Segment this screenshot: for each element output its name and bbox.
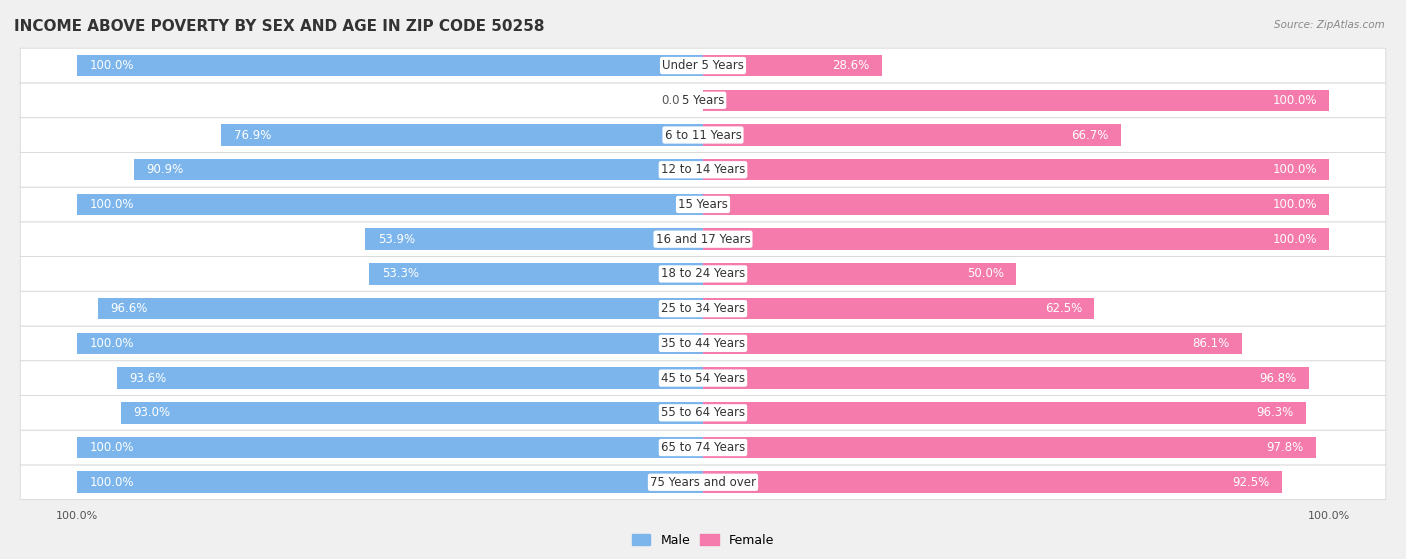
Text: 93.6%: 93.6% xyxy=(129,372,166,385)
Text: 45 to 54 Years: 45 to 54 Years xyxy=(661,372,745,385)
FancyBboxPatch shape xyxy=(20,187,1386,222)
Bar xyxy=(703,298,1094,319)
FancyBboxPatch shape xyxy=(20,326,1386,361)
Text: 96.8%: 96.8% xyxy=(1260,372,1296,385)
Bar xyxy=(117,367,703,389)
Text: 90.9%: 90.9% xyxy=(146,163,183,176)
Bar xyxy=(703,229,1329,250)
Bar xyxy=(77,194,703,215)
FancyBboxPatch shape xyxy=(20,222,1386,257)
Text: Under 5 Years: Under 5 Years xyxy=(662,59,744,72)
Bar xyxy=(703,263,1017,285)
Text: 53.3%: 53.3% xyxy=(381,267,419,281)
FancyBboxPatch shape xyxy=(20,48,1386,83)
Text: 35 to 44 Years: 35 to 44 Years xyxy=(661,337,745,350)
FancyBboxPatch shape xyxy=(20,361,1386,395)
FancyBboxPatch shape xyxy=(20,83,1386,117)
Text: 16 and 17 Years: 16 and 17 Years xyxy=(655,233,751,246)
Text: 50.0%: 50.0% xyxy=(967,267,1004,281)
Bar xyxy=(98,298,703,319)
Text: 92.5%: 92.5% xyxy=(1233,476,1270,489)
Text: 100.0%: 100.0% xyxy=(89,476,134,489)
Bar xyxy=(366,229,703,250)
Bar xyxy=(703,437,1316,458)
Text: 100.0%: 100.0% xyxy=(1272,233,1317,246)
Text: 15 Years: 15 Years xyxy=(678,198,728,211)
FancyBboxPatch shape xyxy=(20,153,1386,187)
Text: 100.0%: 100.0% xyxy=(89,441,134,454)
Bar xyxy=(77,437,703,458)
Text: 93.0%: 93.0% xyxy=(134,406,170,419)
Text: 66.7%: 66.7% xyxy=(1071,129,1108,141)
Text: 100.0%: 100.0% xyxy=(89,198,134,211)
Text: 12 to 14 Years: 12 to 14 Years xyxy=(661,163,745,176)
Bar xyxy=(77,55,703,77)
Bar xyxy=(370,263,703,285)
Text: 5 Years: 5 Years xyxy=(682,94,724,107)
Text: 100.0%: 100.0% xyxy=(1272,163,1317,176)
Text: 96.3%: 96.3% xyxy=(1257,406,1294,419)
Text: 55 to 64 Years: 55 to 64 Years xyxy=(661,406,745,419)
Text: 6 to 11 Years: 6 to 11 Years xyxy=(665,129,741,141)
Text: 53.9%: 53.9% xyxy=(378,233,415,246)
Bar xyxy=(703,55,882,77)
Text: 100.0%: 100.0% xyxy=(1272,94,1317,107)
Bar xyxy=(703,159,1329,181)
Text: 25 to 34 Years: 25 to 34 Years xyxy=(661,302,745,315)
Bar xyxy=(703,402,1306,424)
Text: 96.6%: 96.6% xyxy=(111,302,148,315)
Bar xyxy=(77,333,703,354)
FancyBboxPatch shape xyxy=(20,291,1386,326)
Text: 100.0%: 100.0% xyxy=(1272,198,1317,211)
Bar xyxy=(703,333,1243,354)
Text: 62.5%: 62.5% xyxy=(1045,302,1083,315)
Bar xyxy=(221,124,703,146)
Text: 18 to 24 Years: 18 to 24 Years xyxy=(661,267,745,281)
Text: 75 Years and over: 75 Years and over xyxy=(650,476,756,489)
Text: 76.9%: 76.9% xyxy=(233,129,271,141)
FancyBboxPatch shape xyxy=(20,257,1386,291)
FancyBboxPatch shape xyxy=(20,465,1386,500)
Text: 100.0%: 100.0% xyxy=(89,337,134,350)
Bar xyxy=(703,367,1309,389)
Bar xyxy=(121,402,703,424)
Bar xyxy=(703,471,1282,493)
Bar xyxy=(77,471,703,493)
Bar xyxy=(703,124,1121,146)
FancyBboxPatch shape xyxy=(20,395,1386,430)
Text: 65 to 74 Years: 65 to 74 Years xyxy=(661,441,745,454)
Text: 0.0%: 0.0% xyxy=(661,94,690,107)
Bar xyxy=(703,194,1329,215)
Text: 97.8%: 97.8% xyxy=(1265,441,1303,454)
Text: INCOME ABOVE POVERTY BY SEX AND AGE IN ZIP CODE 50258: INCOME ABOVE POVERTY BY SEX AND AGE IN Z… xyxy=(14,19,544,34)
FancyBboxPatch shape xyxy=(20,117,1386,153)
Text: 28.6%: 28.6% xyxy=(832,59,869,72)
FancyBboxPatch shape xyxy=(20,430,1386,465)
Legend: Male, Female: Male, Female xyxy=(627,529,779,552)
Text: Source: ZipAtlas.com: Source: ZipAtlas.com xyxy=(1274,20,1385,30)
Text: 86.1%: 86.1% xyxy=(1192,337,1230,350)
Bar xyxy=(134,159,703,181)
Text: 100.0%: 100.0% xyxy=(89,59,134,72)
Bar xyxy=(703,89,1329,111)
